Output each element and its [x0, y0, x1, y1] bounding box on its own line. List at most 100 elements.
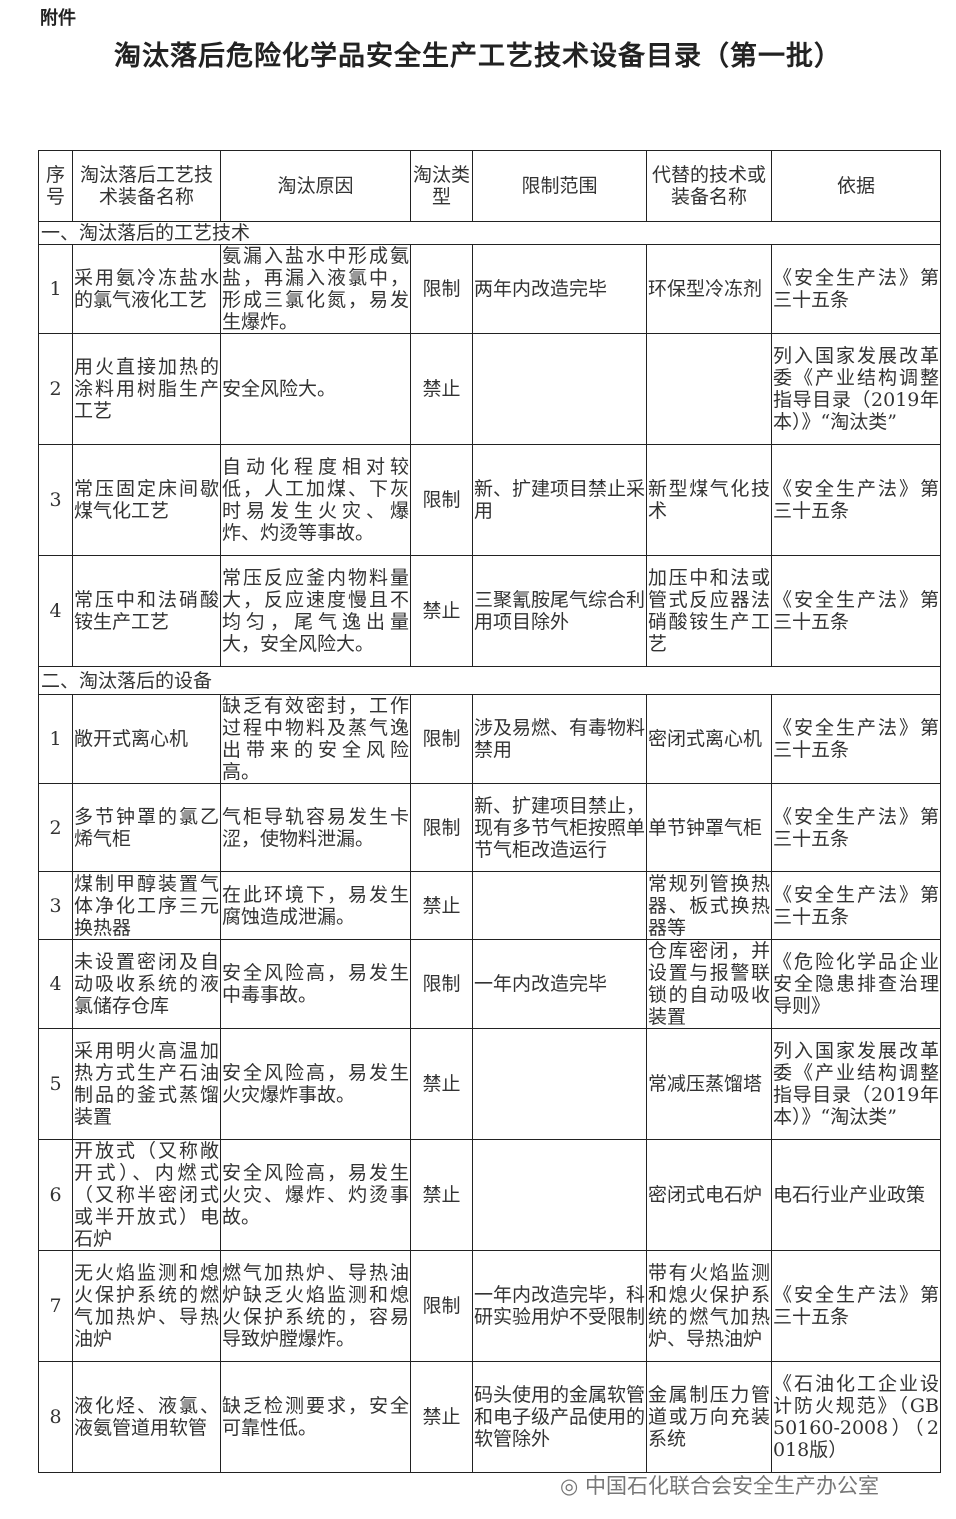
table-cell: 2 — [38, 783, 73, 872]
table-cell: 限制 — [410, 694, 473, 784]
table-cell: 7 — [38, 1250, 73, 1362]
table-cell: 三聚氰胺尾气综合利用项目除外 — [472, 555, 647, 667]
table-cell: 无火焰监测和熄火保护系统的燃气加热炉、导热油炉 — [72, 1250, 221, 1362]
table-cell: 单节钟罩气柜 — [646, 783, 772, 872]
table-cell: 2 — [38, 333, 73, 445]
table-cell: 限制 — [410, 1250, 473, 1362]
table-cell: 限制 — [410, 244, 473, 334]
table-cell: 自动化程度相对较低，人工加煤、下灰时易发生火灾、爆炸、灼烫等事故。 — [220, 444, 411, 556]
table-cell: 1 — [38, 694, 73, 784]
table-row: 7 无火焰监测和熄火保护系统的燃气加热炉、导热油炉 燃气加热炉、导热油炉缺乏火焰监测… — [38, 1250, 941, 1362]
table-cell: 开放式（又称敞开式）、内燃式（又称半密闭式或半开放式）电石炉 — [72, 1139, 221, 1251]
section-row: 一、淘汰落后的工艺技术 — [38, 221, 941, 245]
table-cell: 《安全生产法》第三十五条 — [771, 1250, 941, 1362]
table-cell: 列入国家发展改革委《产业结构调整指导目录（2019年本）》“淘汰类” — [771, 1028, 941, 1140]
table-row: 3 常压固定床间歇煤气化工艺 自动化程度相对较低，人工加煤、下灰时易发生火灾、爆炸、… — [38, 444, 941, 556]
table-cell: 一年内改造完毕，科研实验用炉不受限制 — [472, 1250, 647, 1362]
table-cell: 加压中和法或管式反应器法硝酸铵生产工艺 — [646, 555, 772, 667]
column-header: 代替的技术或装备名称 — [646, 150, 772, 222]
table-cell: 《安全生产法》第三十五条 — [771, 444, 941, 556]
table-cell: 《安全生产法》第三十五条 — [771, 244, 941, 334]
table-cell: 5 — [38, 1028, 73, 1140]
table-row: 4 常压中和法硝酸铵生产工艺 常压反应釜内物料量大，反应速度慢且不均匀，尾气逸出量大… — [38, 555, 941, 667]
watermark: ◎ 中国石化联合会安全生产办公室 — [560, 1474, 879, 1498]
table-cell: 多节钟罩的氯乙烯气柜 — [72, 783, 221, 872]
table-cell: 安全风险高，易发生火灾、爆炸、灼烫事故。 — [220, 1139, 411, 1251]
table-cell: 密闭式电石炉 — [646, 1139, 772, 1251]
table-row: 8 液化烃、液氯、液氨管道用软管 缺乏检测要求，安全可靠性低。 禁止 码头使用的金属软管… — [38, 1361, 941, 1473]
table-cell: 用火直接加热的涂料用树脂生产工艺 — [72, 333, 221, 445]
table-cell: 带有火焰监测和熄火保护系统的燃气加热炉、导热油炉 — [646, 1250, 772, 1362]
column-header: 限制范围 — [472, 150, 647, 222]
table-row: 2 用火直接加热的涂料用树脂生产工艺 安全风险大。 禁止 列入国家发展改革委《产业结构调… — [38, 333, 941, 445]
table-cell: 安全风险高，易发生中毒事故。 — [220, 939, 411, 1029]
table-cell: 液化烃、液氯、液氨管道用软管 — [72, 1361, 221, 1473]
table-cell — [472, 1028, 647, 1140]
table-cell: 限制 — [410, 939, 473, 1029]
table-cell — [472, 1139, 647, 1251]
table-cell: 1 — [38, 244, 73, 334]
table-cell: 限制 — [410, 783, 473, 872]
catalog-table: 序号 淘汰落后工艺技术装备名称 淘汰原因 淘汰类型 限制范围 代替的技术或装备名称 依据 一、… — [38, 150, 941, 1473]
table-cell: 气柜导轨容易发生卡涩，使物料泄漏。 — [220, 783, 411, 872]
table-cell: 常压反应釜内物料量大，反应速度慢且不均匀，尾气逸出量大，安全风险大。 — [220, 555, 411, 667]
table-cell: 常减压蒸馏塔 — [646, 1028, 772, 1140]
table-cell: 采用氨冷冻盐水的氯气液化工艺 — [72, 244, 221, 334]
table-cell: 《石油化工企业设计防火规范》（GB 50160-2008）（2018版） — [771, 1361, 941, 1473]
table-cell: 8 — [38, 1361, 73, 1473]
table-cell: 缺乏检测要求，安全可靠性低。 — [220, 1361, 411, 1473]
table-row: 5 采用明火高温加热方式生产石油制品的釜式蒸馏装置 安全风险高，易发生火灾爆炸事故。… — [38, 1028, 941, 1140]
table-cell: 列入国家发展改革委《产业结构调整指导目录（2019年本）》“淘汰类” — [771, 333, 941, 445]
table-cell: 密闭式离心机 — [646, 694, 772, 784]
table-cell: 新型煤气化技术 — [646, 444, 772, 556]
table-cell: 禁止 — [410, 1361, 473, 1473]
table-cell — [646, 333, 772, 445]
table-cell: 3 — [38, 444, 73, 556]
table-cell: 禁止 — [410, 871, 473, 940]
column-header: 序号 — [38, 150, 73, 222]
table-cell: 安全风险高，易发生火灾爆炸事故。 — [220, 1028, 411, 1140]
table-cell: 新、扩建项目禁止采用 — [472, 444, 647, 556]
section-heading: 二、淘汰落后的设备 — [38, 666, 941, 695]
table-cell: 电石行业产业政策 — [771, 1139, 941, 1251]
table-cell: 新、扩建项目禁止，现有多节气柜按照单节气柜改造运行 — [472, 783, 647, 872]
table-row: 6 开放式（又称敞开式）、内燃式（又称半密闭式或半开放式）电石炉 安全风险高，易发生… — [38, 1139, 941, 1251]
header-row: 序号 淘汰落后工艺技术装备名称 淘汰原因 淘汰类型 限制范围 代替的技术或装备名称 依据 — [38, 150, 941, 222]
table-cell — [472, 871, 647, 940]
column-header: 依据 — [771, 150, 941, 222]
table-cell: 在此环境下，易发生腐蚀造成泄漏。 — [220, 871, 411, 940]
table-cell: 煤制甲醇装置气体净化工序三元换热器 — [72, 871, 221, 940]
wechat-icon: ◎ — [560, 1474, 585, 1498]
table-cell: 《安全生产法》第三十五条 — [771, 694, 941, 784]
table-cell: 《安全生产法》第三十五条 — [771, 783, 941, 872]
column-header: 淘汰类型 — [410, 150, 473, 222]
table-cell: 敞开式离心机 — [72, 694, 221, 784]
table-cell: 常压中和法硝酸铵生产工艺 — [72, 555, 221, 667]
table-cell: 仓库密闭，并设置与报警联锁的自动吸收装置 — [646, 939, 772, 1029]
table-cell: 常压固定床间歇煤气化工艺 — [72, 444, 221, 556]
column-header: 淘汰原因 — [220, 150, 411, 222]
table-row: 1 采用氨冷冻盐水的氯气液化工艺 氨漏入盐水中形成氨盐，再漏入液氯中，形成三氯化氮，… — [38, 244, 941, 334]
table-cell: 金属制压力管道或万向充装系统 — [646, 1361, 772, 1473]
table-cell: 禁止 — [410, 1139, 473, 1251]
table-cell: 限制 — [410, 444, 473, 556]
table-cell: 未设置密闭及自动吸收系统的液氯储存仓库 — [72, 939, 221, 1029]
table-cell: 4 — [38, 939, 73, 1029]
table-cell: 一年内改造完毕 — [472, 939, 647, 1029]
table-cell: 涉及易燃、有毒物料禁用 — [472, 694, 647, 784]
table-cell: 两年内改造完毕 — [472, 244, 647, 334]
table-cell: 《安全生产法》第三十五条 — [771, 555, 941, 667]
table-row: 3 煤制甲醇装置气体净化工序三元换热器 在此环境下，易发生腐蚀造成泄漏。 禁止 常规列管… — [38, 871, 941, 940]
table-cell: 4 — [38, 555, 73, 667]
table-cell: 燃气加热炉、导热油炉缺乏火焰监测和熄火保护系统的，容易导致炉膛爆炸。 — [220, 1250, 411, 1362]
table-cell: 禁止 — [410, 555, 473, 667]
table-row: 4 未设置密闭及自动吸收系统的液氯储存仓库 安全风险高，易发生中毒事故。 限制 一年内改… — [38, 939, 941, 1029]
table-row: 1 敞开式离心机 缺乏有效密封，工作过程中物料及蒸气逸出带来的安全风险高。 限制 涉及易… — [38, 694, 941, 784]
attachment-label: 附件 — [40, 8, 76, 29]
section-row: 二、淘汰落后的设备 — [38, 666, 941, 695]
table-cell: 码头使用的金属软管和电子级产品使用的软管除外 — [472, 1361, 647, 1473]
table-cell: 《危险化学品企业安全隐患排查治理导则》 — [771, 939, 941, 1029]
table-cell: 3 — [38, 871, 73, 940]
table-cell: 禁止 — [410, 1028, 473, 1140]
table-row: 2 多节钟罩的氯乙烯气柜 气柜导轨容易发生卡涩，使物料泄漏。 限制 新、扩建项目禁止，现… — [38, 783, 941, 872]
